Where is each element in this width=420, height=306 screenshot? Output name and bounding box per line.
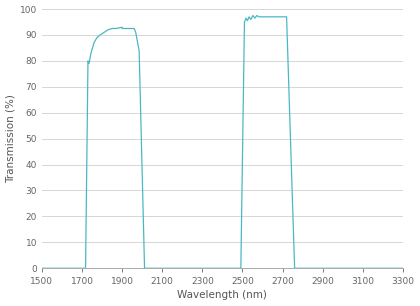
Y-axis label: Transmission (%): Transmission (%): [5, 94, 16, 183]
X-axis label: Wavelength (nm): Wavelength (nm): [178, 290, 267, 300]
